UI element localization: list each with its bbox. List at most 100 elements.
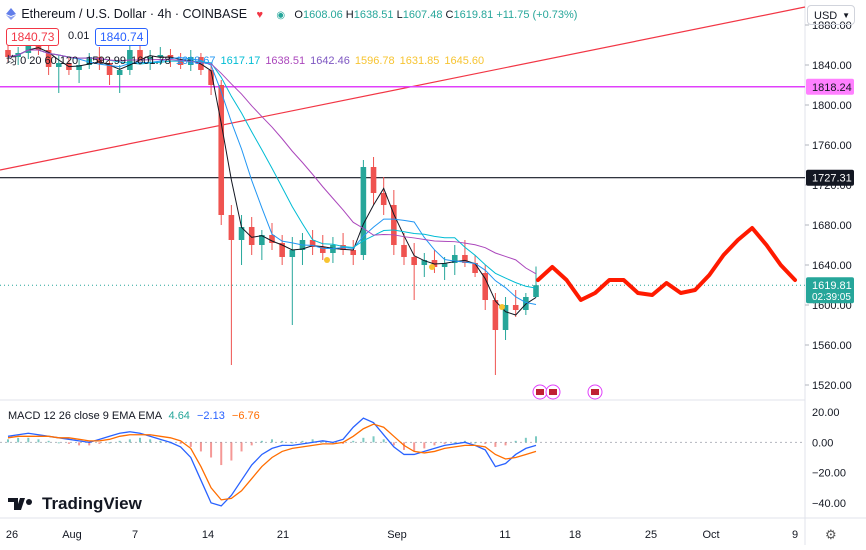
candle-body: [350, 250, 357, 255]
change-value: +11.75 (+0.73%): [496, 9, 578, 21]
settings-gear-icon[interactable]: ⚙: [825, 527, 837, 542]
candle-body: [533, 285, 539, 297]
macd-legend[interactable]: MACD 12 26 close 9 EMA EMA 4.64 −2.13 −6…: [8, 410, 260, 422]
macd-hist-bar: [17, 437, 20, 443]
macd-line-value: −2.13: [197, 410, 225, 422]
candle-body: [96, 57, 103, 63]
tradingview-logo-icon: [8, 498, 32, 510]
macd-hist-bar: [210, 442, 213, 458]
trend-line: [0, 6, 806, 171]
sell-button[interactable]: 1840.73: [6, 28, 60, 46]
macd-hist-bar: [37, 439, 40, 443]
countdown-label: 02:39:05: [812, 292, 851, 303]
macd-hist-bar: [321, 440, 324, 443]
macd-hist-bar: [149, 439, 152, 443]
price-tick-label: 1760.00: [812, 140, 852, 152]
time-tick-label: 14: [202, 529, 214, 541]
candle-body: [502, 305, 509, 330]
macd-hist-bar: [281, 440, 284, 443]
macd-hist-bar: [382, 439, 385, 443]
candle-body: [380, 193, 387, 205]
candle-body: [309, 240, 316, 247]
price-tag-last: 1619.81: [812, 280, 852, 292]
ma-line-fast: [7, 47, 537, 316]
macd-hist-bar: [230, 442, 233, 461]
candle-body: [147, 57, 153, 60]
candle-body: [228, 215, 235, 240]
macd-hist-bar: [342, 442, 345, 444]
us-flag-event-icon-fill: [536, 389, 544, 395]
macd-hist-bar: [423, 442, 426, 449]
macd-hist-bar: [179, 442, 182, 444]
candle-body: [441, 263, 448, 267]
macd-hist-bar: [311, 439, 314, 443]
macd-hist-bar: [57, 442, 60, 444]
macd-hist-bar: [240, 442, 243, 452]
ma-value: 1592.99: [86, 55, 127, 67]
currency-label: USD: [814, 10, 838, 22]
candle-body: [177, 59, 184, 65]
ma-value: 1617.17: [220, 55, 261, 67]
currency-select[interactable]: USD ▼: [807, 5, 855, 25]
ma-legend[interactable]: 均 0 20 60 120 1592.99 1601.78 1618.67 1617.…: [6, 52, 484, 68]
symbol-title[interactable]: Ethereum / U.S. Dollar · 4h · COINBASE: [21, 7, 248, 21]
macd-hist-bar: [189, 442, 192, 447]
candle-body: [421, 260, 428, 265]
candle-body: [472, 263, 478, 273]
candle-body: [238, 227, 245, 240]
price-tick-label: 1640.00: [812, 260, 852, 272]
candle-body: [5, 50, 11, 57]
macd-signal-line: [7, 423, 537, 501]
macd-hist-bar: [504, 442, 507, 446]
macd-tick-label: −20.00: [812, 468, 846, 480]
ma-line-slow: [7, 49, 537, 289]
price-tick-label: 1800.00: [812, 100, 852, 112]
heart-icon[interactable]: ♥: [256, 9, 263, 21]
macd-hist-bar: [159, 440, 162, 443]
macd-hist-bar: [250, 442, 253, 446]
candle-body: [25, 40, 32, 53]
macd-hist-bar: [453, 442, 456, 444]
macd-hist-bar: [27, 437, 30, 443]
macd-hist-bar: [474, 442, 477, 444]
candle-body: [106, 63, 113, 75]
macd-hist-bar: [118, 440, 121, 443]
price-tick-label: 1520.00: [812, 380, 852, 392]
time-tick-label: Aug: [62, 529, 82, 541]
candle-body: [76, 65, 82, 70]
candle-body: [208, 70, 214, 85]
time-tick-label: 11: [499, 529, 510, 541]
macd-hist-bar: [98, 442, 101, 444]
ma-value: 1596.78: [354, 55, 395, 67]
status-dot-icon: ◉: [276, 10, 286, 21]
macd-hist-bar: [260, 440, 263, 443]
spread-value: 0.01: [68, 30, 90, 42]
candle-body: [269, 235, 275, 243]
macd-hist-bar: [88, 442, 91, 446]
marker-dot: [429, 264, 435, 270]
ma-legend-values: 1592.99 1601.78 1618.67 1617.17 1638.51 1642.…: [81, 55, 484, 67]
macd-hist-bar: [362, 437, 365, 443]
ma-legend-prefix: 均: [6, 55, 17, 67]
candle-body: [512, 305, 519, 310]
close-label: C: [445, 9, 454, 21]
macd-hist-bar: [128, 439, 131, 443]
high-value: 1638.51: [353, 9, 394, 21]
ma-value: 1631.85: [399, 55, 440, 67]
open-value: 1608.06: [302, 9, 343, 21]
macd-hist-value: 4.64: [168, 410, 190, 422]
macd-hist-bar: [78, 442, 81, 446]
open-label: O: [294, 9, 303, 21]
macd-tick-label: 20.00: [812, 407, 840, 419]
candle-body: [45, 50, 52, 67]
time-tick-label: 21: [277, 529, 289, 541]
price-tag-black: 1727.31: [812, 173, 852, 185]
macd-hist-bar: [463, 440, 466, 443]
candle-body: [360, 167, 367, 255]
buy-button[interactable]: 1840.74: [95, 28, 149, 46]
time-tick-label: Sep: [387, 529, 407, 541]
candle-body: [462, 255, 468, 263]
macd-hist-bar: [199, 442, 202, 452]
